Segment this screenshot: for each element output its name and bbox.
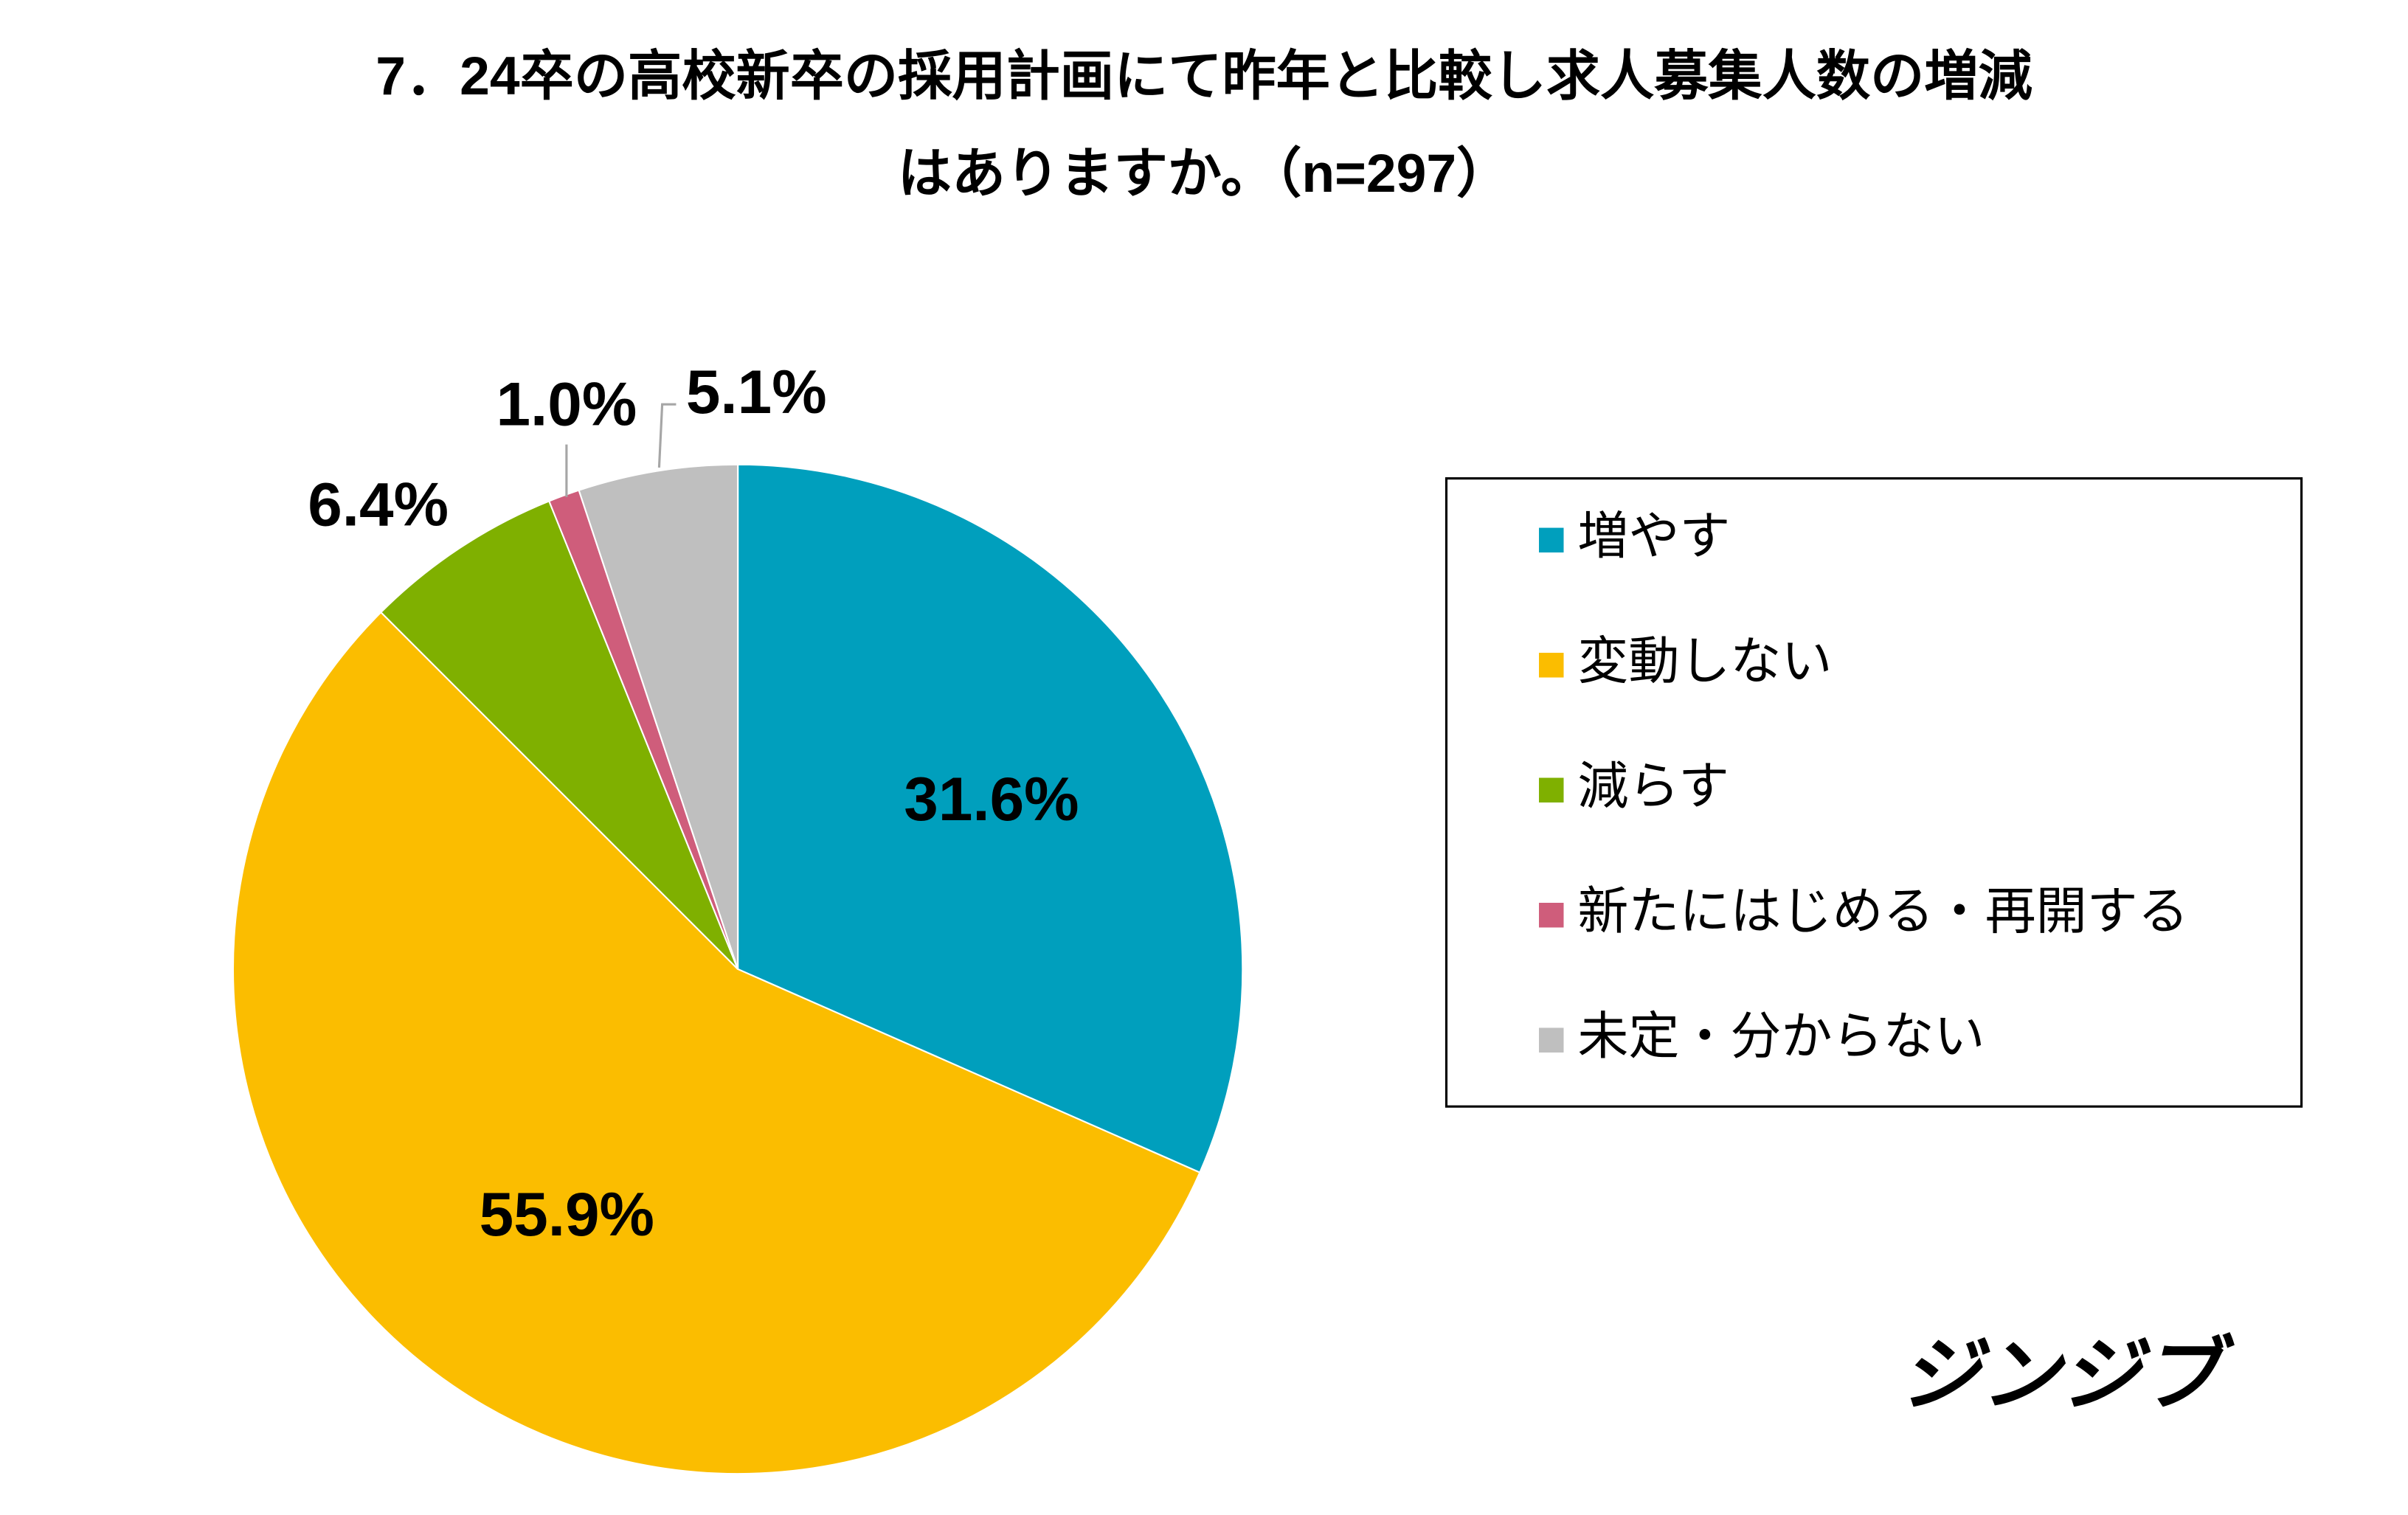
data-label: 5.1% xyxy=(686,357,827,426)
data-label: 55.9% xyxy=(480,1179,654,1249)
legend-label: 増やす xyxy=(1577,507,1730,565)
legend-label: 未定・分からない xyxy=(1577,1007,1985,1064)
pie-slice xyxy=(379,500,739,970)
legend-swatch xyxy=(1539,653,1564,678)
legend-label: 減らす xyxy=(1577,757,1729,814)
legend-label: 新たにはじめる・再開する xyxy=(1577,882,2188,940)
legend-swatch xyxy=(1539,527,1564,553)
chart-title: 7．24卒の高校新卒の採用計画にて昨年と比較し求人募集人数の増減 xyxy=(376,46,2032,106)
legend-swatch xyxy=(1539,1027,1564,1053)
data-label: 6.4% xyxy=(308,470,449,539)
chart-title: はありますか。（n=297） xyxy=(898,143,1511,204)
data-label: 31.6% xyxy=(904,764,1079,833)
legend-swatch xyxy=(1539,777,1564,802)
pie-slice xyxy=(578,463,739,970)
legend-swatch xyxy=(1539,902,1564,928)
data-label: 1.0% xyxy=(497,370,637,439)
brand-logo: ジンジブ xyxy=(1900,1331,2235,1420)
pie-slice xyxy=(737,463,1244,1173)
legend-box xyxy=(1445,477,2303,1108)
pie-slice xyxy=(232,611,1201,1475)
leader-line xyxy=(657,403,677,468)
legend-label: 変動しない xyxy=(1577,632,1832,690)
